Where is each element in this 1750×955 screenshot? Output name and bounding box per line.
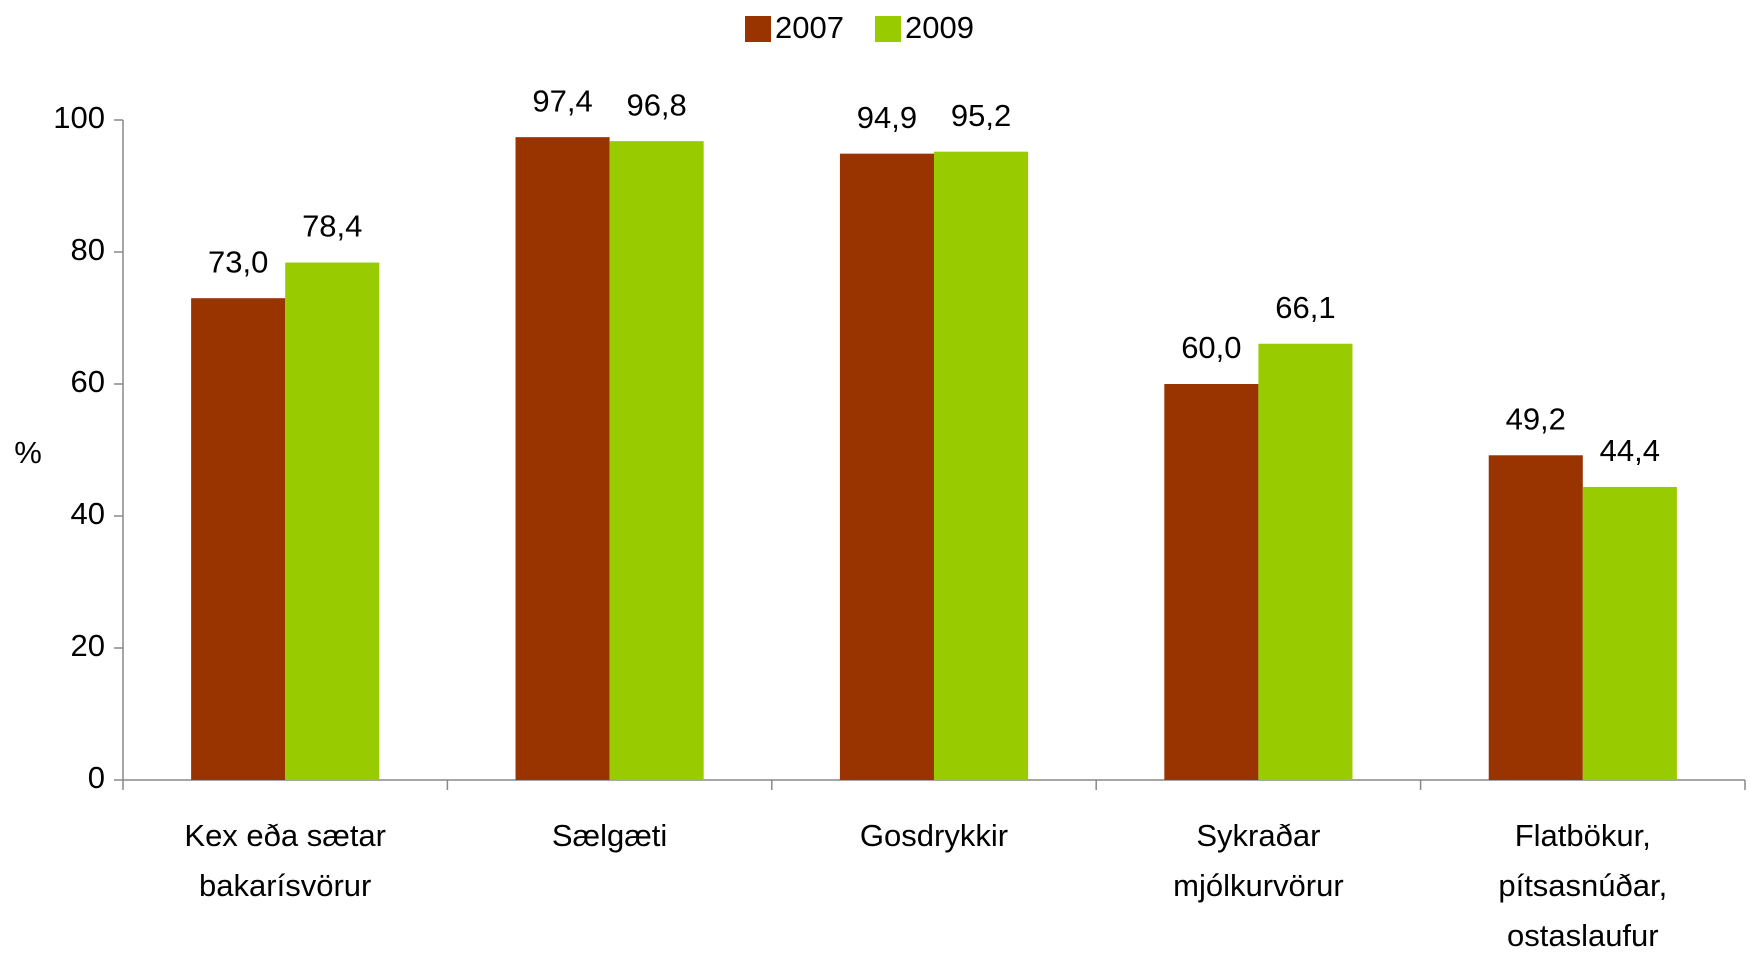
x-tick-label: Sykraðar mjólkurvörur — [1173, 818, 1344, 903]
x-tick-label-line: Flatbökur, — [1515, 818, 1651, 853]
x-tick-label-line: bakarísvörur — [199, 868, 371, 903]
data-label: 78,4 — [302, 209, 362, 244]
bar — [1164, 384, 1259, 780]
y-tick-label: 100 — [53, 100, 105, 135]
x-tick-label-line: mjólkurvörur — [1173, 868, 1344, 903]
x-tick-label-line: ostaslaufur — [1507, 918, 1659, 953]
bar — [839, 153, 934, 780]
y-tick-label: 60 — [71, 364, 105, 399]
x-tick-label-line: Kex eða sætar — [184, 818, 386, 853]
data-label: 95,2 — [951, 98, 1011, 133]
bar — [1582, 486, 1677, 780]
bar — [1488, 455, 1583, 780]
x-tick-label: Flatbökur, pítsasnúðar, ostaslaufur — [1498, 818, 1667, 953]
bar — [285, 262, 380, 780]
bar — [191, 298, 286, 780]
data-label: 94,9 — [857, 100, 917, 135]
data-label: 66,1 — [1275, 290, 1335, 325]
legend-label: 2009 — [905, 10, 974, 45]
y-tick-label: 80 — [71, 232, 105, 267]
data-label: 96,8 — [626, 87, 686, 122]
x-tick-label-line: Sykraðar — [1196, 818, 1320, 853]
y-axis-label: % — [14, 435, 42, 470]
y-tick-label: 20 — [71, 628, 105, 663]
y-tick-label: 40 — [71, 496, 105, 531]
legend-label: 2007 — [775, 10, 844, 45]
x-tick-label: Sælgæti — [552, 818, 667, 853]
y-tick-label: 0 — [88, 760, 105, 795]
data-label: 49,2 — [1506, 401, 1566, 436]
bar — [515, 137, 610, 780]
legend-swatch — [745, 16, 771, 42]
bar — [934, 151, 1029, 780]
data-label: 44,4 — [1600, 433, 1660, 468]
bar — [609, 141, 704, 780]
bar — [1258, 343, 1353, 780]
data-label: 97,4 — [532, 83, 592, 118]
x-tick-label: Gosdrykkir — [860, 818, 1008, 853]
data-label: 60,0 — [1181, 330, 1241, 365]
x-tick-label: Kex eða sætar bakarísvörur — [184, 818, 386, 903]
x-tick-label-line: pítsasnúðar, — [1498, 868, 1667, 903]
x-tick-label-line: Gosdrykkir — [860, 818, 1008, 853]
x-tick-label-line: Sælgæti — [552, 818, 667, 853]
data-label: 73,0 — [208, 244, 268, 279]
legend-swatch — [875, 16, 901, 42]
